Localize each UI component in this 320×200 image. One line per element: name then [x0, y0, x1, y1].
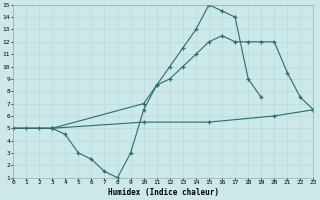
- X-axis label: Humidex (Indice chaleur): Humidex (Indice chaleur): [108, 188, 219, 197]
